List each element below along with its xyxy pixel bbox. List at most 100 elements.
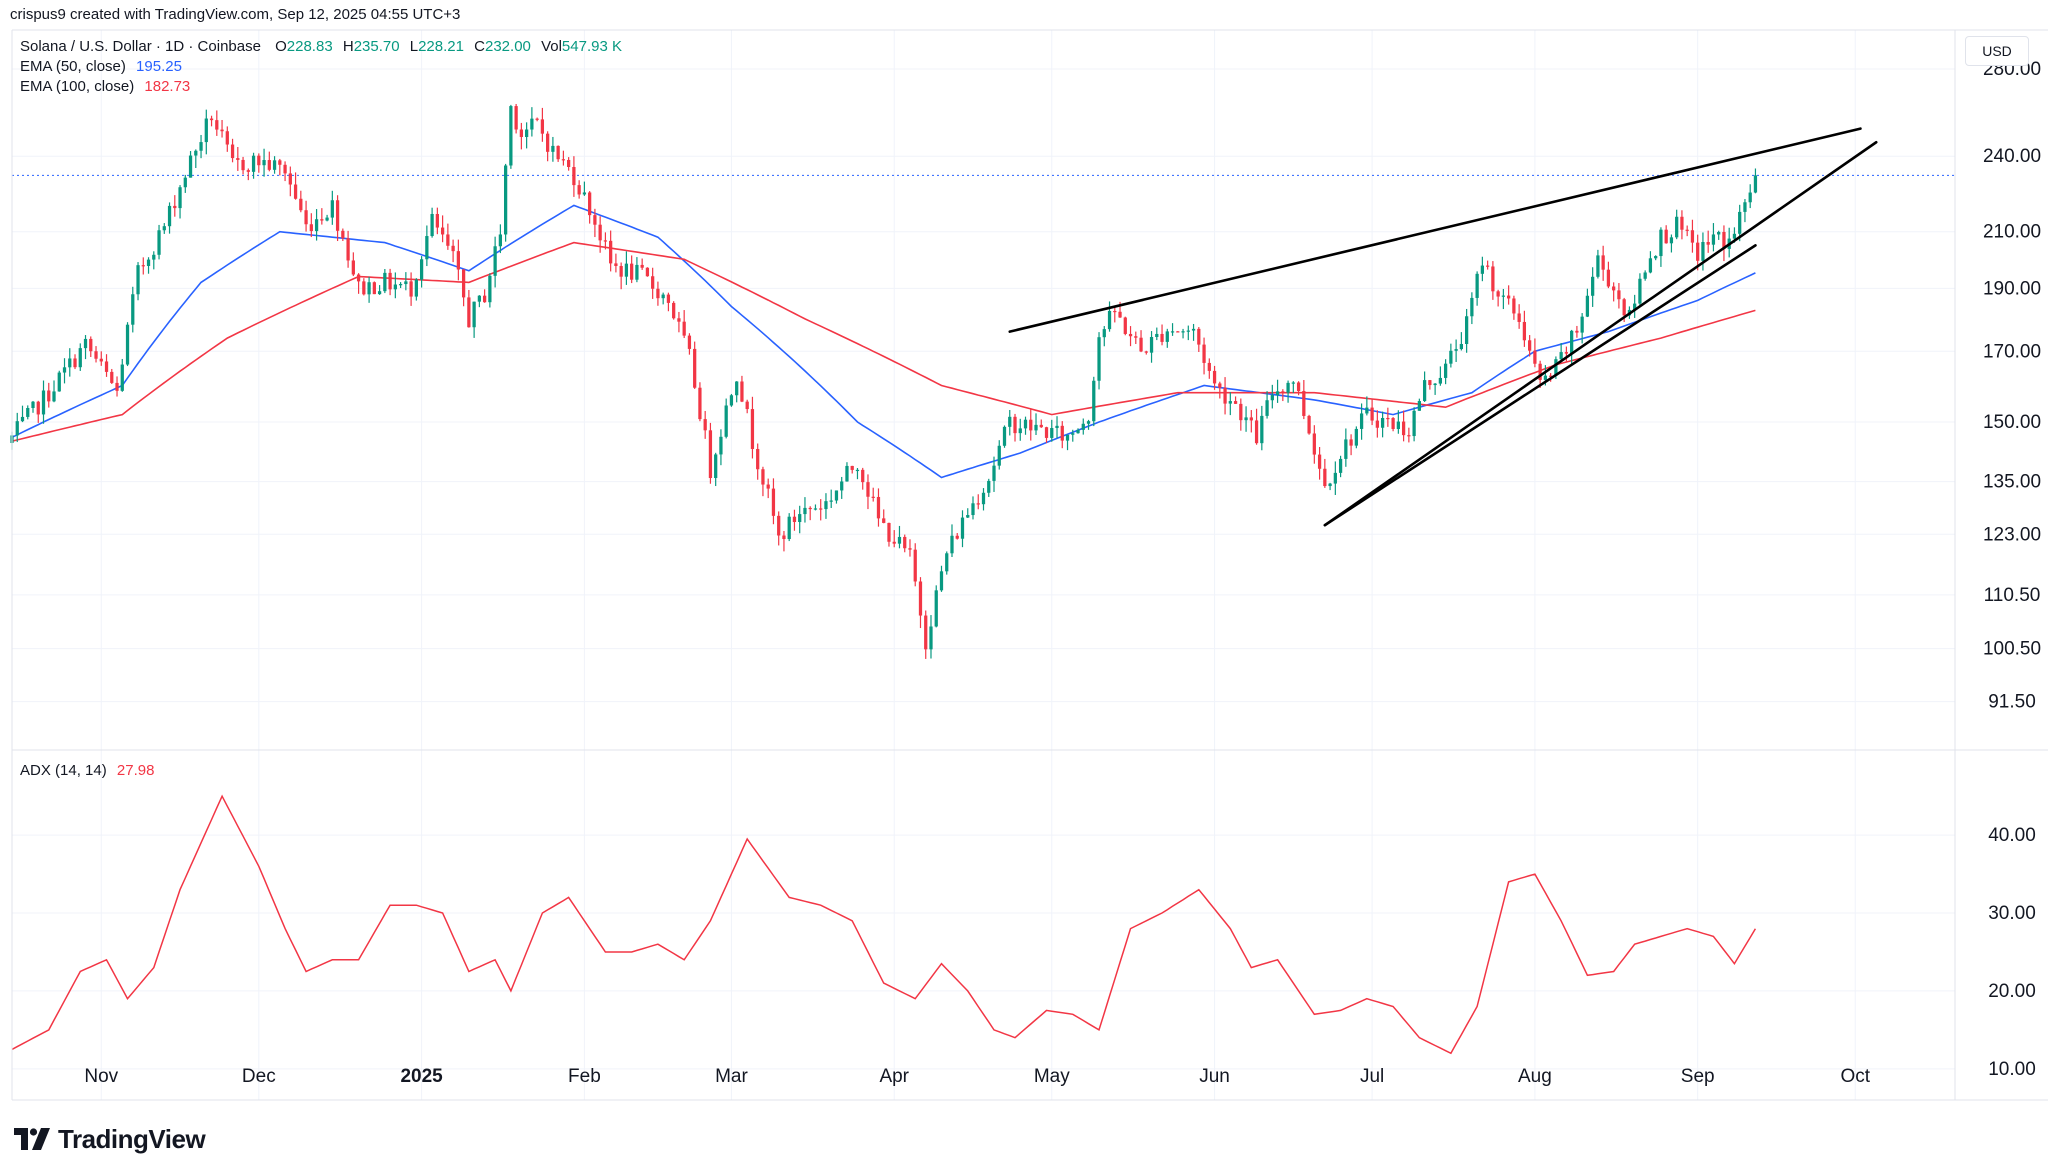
candle-body — [89, 338, 93, 352]
ema50-label: EMA (50, close) — [20, 58, 126, 75]
time-tick-label: Feb — [568, 1066, 601, 1087]
candle-body — [1412, 410, 1416, 437]
candle-body — [992, 465, 996, 481]
candle-body — [1575, 330, 1579, 333]
candle-body — [183, 177, 187, 188]
candle-body — [498, 234, 503, 247]
candle-body — [908, 548, 912, 550]
close-key: C — [474, 38, 485, 55]
candle-body — [819, 508, 823, 510]
candle-body — [598, 224, 602, 241]
candle-body — [482, 295, 487, 303]
time-tick-label: Dec — [242, 1066, 276, 1087]
tradingview-logo[interactable]: TradingView — [14, 1121, 206, 1157]
candle-body — [1717, 231, 1721, 235]
adx-value: 27.98 — [116, 762, 155, 779]
candle-body — [1664, 229, 1668, 244]
candle-body — [792, 516, 797, 523]
adx-tick-label: 10.00 — [1988, 1059, 2036, 1080]
candle-body — [57, 372, 61, 392]
time-tick-label: May — [1034, 1066, 1070, 1087]
candle-body — [157, 230, 161, 255]
ema50-legend-row[interactable]: EMA (50, close) 195.25 — [20, 58, 182, 75]
candle-body — [808, 507, 812, 510]
candle-body — [971, 503, 975, 516]
candle-body — [1559, 352, 1563, 360]
candle-body — [446, 234, 450, 246]
candle-body — [1118, 311, 1122, 318]
candle-body — [477, 295, 481, 302]
high-value: 235.70 — [353, 38, 400, 55]
candle-body — [1475, 273, 1479, 298]
candle-body — [577, 185, 581, 195]
candle-body — [178, 187, 182, 209]
time-tick-label: Aug — [1518, 1066, 1552, 1087]
candle-body — [1328, 483, 1332, 487]
candle-body — [398, 284, 403, 286]
ema50-line — [11, 204, 1756, 479]
candle-body — [1738, 211, 1742, 234]
adx-tick-label: 20.00 — [1988, 981, 2036, 1002]
time-tick-label: Nov — [84, 1066, 118, 1087]
candle-body — [1433, 383, 1437, 386]
candle-body — [288, 173, 292, 185]
candle-body — [1060, 425, 1064, 441]
symbol-label[interactable]: Solana / U.S. Dollar · 1D · Coinbase — [20, 38, 261, 55]
candle-body — [729, 395, 734, 406]
candle-body — [194, 150, 198, 156]
candle-body — [724, 405, 728, 437]
candle-body — [1743, 202, 1747, 212]
candle-body — [467, 297, 471, 328]
candle-body — [104, 361, 109, 372]
candle-body — [1076, 429, 1080, 434]
candle-body — [1459, 343, 1464, 350]
time-tick-label: Mar — [715, 1066, 748, 1087]
candle-body — [230, 144, 235, 159]
candle-body — [640, 264, 644, 268]
candle-body — [1107, 310, 1112, 330]
candle-body — [320, 219, 324, 221]
candle-body — [624, 263, 629, 277]
candle-body — [1564, 352, 1569, 354]
candle-body — [283, 164, 287, 174]
candle-body — [1286, 382, 1290, 393]
candle-body — [488, 275, 492, 303]
currency-button[interactable]: USD — [1965, 36, 2029, 66]
ema100-legend-row[interactable]: EMA (100, close) 182.73 — [20, 78, 190, 95]
candle-body — [1606, 269, 1611, 287]
candle-body — [73, 358, 77, 368]
time-tick-label: Apr — [879, 1066, 909, 1087]
candle-body — [31, 401, 35, 408]
adx-line — [11, 794, 1757, 1055]
candle-body — [15, 421, 19, 436]
candle-body — [897, 536, 902, 544]
candle-body — [603, 240, 608, 242]
candle-body — [1422, 380, 1427, 402]
ema100-value: 182.73 — [144, 78, 191, 95]
candle-body — [251, 155, 256, 172]
candle-body — [614, 263, 618, 266]
candle-body — [1008, 416, 1012, 427]
candle-body — [913, 549, 917, 582]
candle-body — [393, 284, 397, 290]
candle-body — [1170, 331, 1175, 333]
candle-body — [661, 294, 665, 299]
candle-body — [1507, 295, 1511, 299]
candle-body — [152, 254, 156, 260]
candle-body — [1207, 362, 1211, 371]
candle-body — [1396, 421, 1400, 429]
time-tick-label: 2025 — [400, 1066, 443, 1087]
candle-body — [115, 382, 119, 391]
candle-body — [1155, 333, 1159, 337]
candle-body — [750, 409, 755, 449]
candle-body — [1197, 328, 1201, 345]
candle-body — [1244, 417, 1248, 421]
candle-body — [1549, 375, 1553, 377]
candle-body — [409, 281, 413, 297]
candle-body — [278, 160, 282, 165]
adx-legend-row[interactable]: ADX (14, 14) 27.98 — [20, 762, 154, 779]
adx-label: ADX (14, 14) — [20, 762, 107, 779]
candle-body — [377, 291, 382, 295]
candle-body — [1239, 403, 1243, 421]
